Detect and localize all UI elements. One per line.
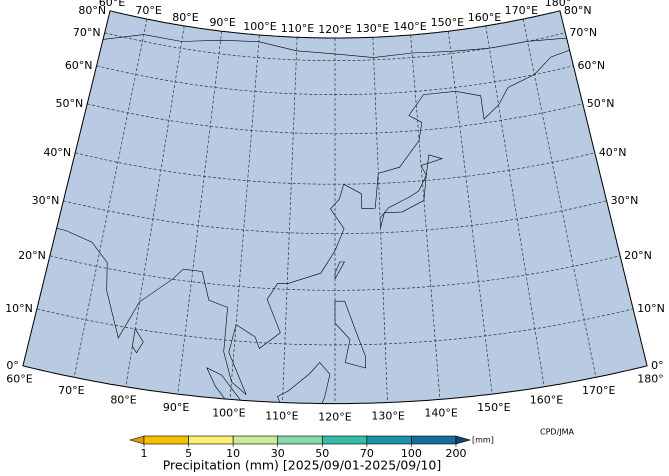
- colorbar-unit: [mm]: [472, 436, 494, 445]
- lon-label-top: 100°E: [243, 20, 276, 33]
- colorbar-title: Precipitation (mm) [2025/09/01-2025/09/1…: [163, 458, 442, 473]
- colorbar-tick-label: 10: [226, 447, 240, 460]
- colorbar-arrow-low: [128, 435, 145, 445]
- colorbar-tick-label: 100: [401, 447, 422, 460]
- parallel: [49, 255, 621, 291]
- lat-label-right: 30°N: [611, 194, 639, 207]
- meridian: [485, 25, 545, 387]
- parallel: [87, 103, 583, 135]
- meridian: [73, 18, 148, 378]
- lat-label-right: 80°N: [564, 4, 592, 17]
- lon-label-bottom: 70°E: [58, 384, 84, 397]
- lat-label-left: 0°: [6, 359, 19, 372]
- parallel: [36, 308, 634, 346]
- lat-label-left: 40°N: [43, 146, 71, 159]
- lat-label-left: 50°N: [55, 97, 83, 110]
- map-border: [22, 10, 648, 405]
- colorbar-segment: [188, 435, 234, 445]
- parallel: [104, 32, 566, 62]
- meridian: [522, 18, 597, 378]
- lon-label-top: 150°E: [431, 16, 464, 29]
- meridian: [410, 34, 441, 400]
- colorbar-segment: [143, 435, 189, 445]
- lon-label-top: 130°E: [356, 22, 389, 35]
- lon-label-bottom: 80°E: [110, 394, 136, 407]
- meridian: [447, 31, 493, 395]
- colorbar-tick-label: 200: [446, 447, 467, 460]
- lon-label-top: 70°E: [135, 4, 161, 17]
- coastline: [206, 367, 247, 404]
- lat-label-right: 20°N: [624, 249, 652, 262]
- colorbar-segment: [277, 435, 323, 445]
- colorbar-segment: [321, 435, 368, 445]
- lat-label-left: 60°N: [65, 59, 93, 72]
- colorbar-segment: [411, 435, 457, 445]
- lon-label-top: 180°: [545, 0, 572, 9]
- lon-label-bottom: 140°E: [424, 406, 457, 419]
- lon-label-bottom: 90°E: [163, 401, 189, 414]
- lat-label-left: 80°N: [78, 4, 106, 17]
- coastline: [131, 327, 144, 354]
- lon-label-bottom: 170°E: [582, 384, 615, 397]
- lat-label-right: 10°N: [637, 302, 665, 315]
- lon-label-top: 90°E: [209, 16, 235, 29]
- lat-label-left: 70°N: [73, 26, 101, 39]
- colorbar-arrow-high: [455, 435, 472, 445]
- coastline: [277, 361, 331, 404]
- lat-label-right: 60°N: [577, 59, 605, 72]
- colorbar-segment: [232, 435, 279, 445]
- lon-label-top: 160°E: [468, 11, 501, 24]
- colorbar-segment: [366, 435, 412, 445]
- coastline: [379, 154, 444, 228]
- credit: CPD/JMA: [540, 428, 575, 437]
- parallel: [63, 200, 607, 235]
- lon-label-bottom: 160°E: [530, 394, 563, 407]
- meridian: [125, 25, 185, 387]
- meridian: [229, 34, 260, 400]
- colorbar-tick-label: 30: [271, 447, 285, 460]
- ocean: [22, 10, 648, 404]
- meridian: [282, 37, 298, 403]
- lon-label-bottom: 110°E: [265, 410, 298, 423]
- lon-label-top: 60°E: [99, 0, 125, 9]
- lat-label-left: 30°N: [32, 194, 60, 207]
- lat-label-right: 40°N: [599, 146, 627, 159]
- lon-label-top: 80°E: [172, 11, 198, 24]
- parallel: [96, 65, 574, 95]
- lat-label-left: 10°N: [5, 302, 33, 315]
- meridian: [372, 37, 388, 403]
- colorbar-tick-label: 70: [360, 447, 374, 460]
- lon-label-top: 140°E: [393, 20, 426, 33]
- colorbar-tick-label: 5: [185, 447, 192, 460]
- colorbar-tick-label: 50: [315, 447, 329, 460]
- lat-label-right: 50°N: [587, 97, 615, 110]
- lon-label-top: 110°E: [281, 22, 314, 35]
- lat-label-left: 20°N: [18, 249, 46, 262]
- lon-label-bottom: 150°E: [477, 401, 510, 414]
- lat-label-right: 70°N: [569, 26, 597, 39]
- lon-label-bottom: 180°: [637, 372, 664, 385]
- lon-label-bottom: 60°E: [6, 372, 32, 385]
- meridian: [177, 31, 223, 395]
- parallel: [75, 152, 595, 185]
- coastline: [334, 300, 367, 369]
- lon-label-bottom: 100°E: [212, 406, 245, 419]
- lon-label-top: 120°E: [318, 23, 351, 36]
- colorbar-tick-label: 1: [141, 447, 148, 460]
- lat-label-right: 0°: [651, 359, 664, 372]
- lon-label-bottom: 130°E: [371, 410, 404, 423]
- lon-label-bottom: 120°E: [318, 411, 351, 424]
- lon-label-top: 170°E: [505, 4, 538, 17]
